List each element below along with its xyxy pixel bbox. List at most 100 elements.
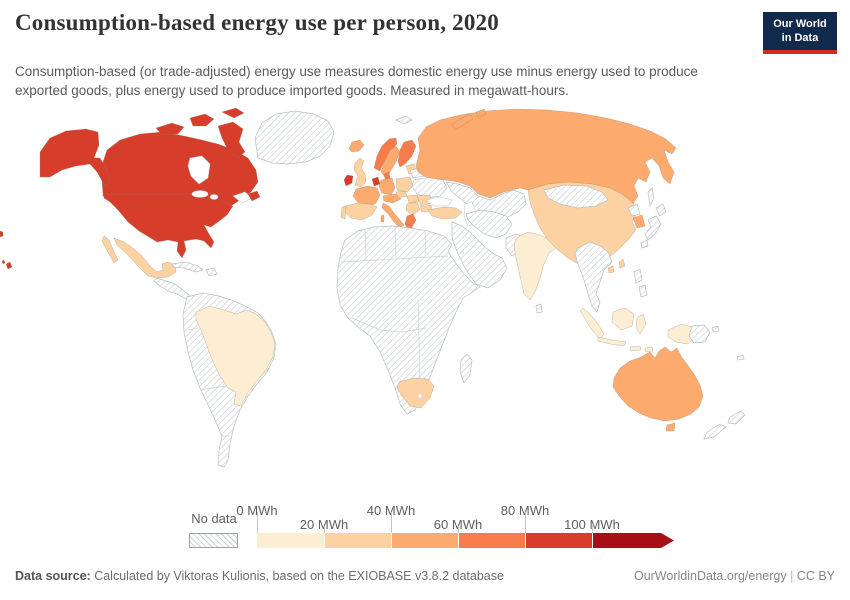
legend-segment [525,533,592,548]
map-region-north-korea[interactable] [627,203,641,217]
map-region-benelux[interactable] [371,176,381,187]
legend-tick-line [592,526,593,533]
map-region-arabian-peninsula[interactable] [451,221,508,289]
map-region-baja[interactable] [101,235,119,264]
map-region-united-kingdom[interactable] [353,157,367,188]
map-region-svalbard[interactable] [395,115,413,125]
map-region-alaska[interactable] [39,128,111,187]
owid-logo[interactable]: Our World in Data [763,12,837,54]
map-region-hispaniola[interactable] [205,267,218,277]
map-region-india[interactable] [513,231,557,301]
world-choropleth-map [0,107,746,468]
map-region-canada-island[interactable] [155,122,185,136]
legend-tick-line [257,512,258,533]
map-region-denmark[interactable] [383,171,391,180]
map-region-hawaii[interactable] [5,261,13,270]
map-region-spain[interactable] [344,202,378,221]
map-region-alpine[interactable] [382,193,402,204]
black-sea [425,196,453,207]
map-region-papua-new-guinea[interactable] [688,324,711,344]
map-region-hainan[interactable] [607,265,615,274]
legend-segment [324,533,391,548]
legend-segment [458,533,525,548]
map-region-balkans[interactable] [405,201,421,216]
map-region-sumatra[interactable] [579,307,605,340]
map-region-novaya-zemlya[interactable] [475,108,487,118]
map-region-sardinia[interactable] [380,214,385,223]
map-region-southeast-asia[interactable] [574,241,613,313]
legend-tick-label: 60 MWh [433,517,483,532]
map-region-poland[interactable] [395,176,414,193]
map-region-hawaii[interactable] [1,259,6,265]
great-lakes [209,194,219,200]
map-region-germany[interactable] [378,177,396,196]
map-region-italy[interactable] [381,202,405,229]
map-region-iceland[interactable] [348,139,365,153]
legend-tick-label: 20 MWh [299,517,349,532]
footer-separator: | [786,569,797,583]
map-region-madagascar[interactable] [459,353,473,384]
map-region-australia[interactable] [612,346,704,422]
great-lakes [191,190,209,198]
map-region-portugal[interactable] [340,205,347,220]
map-region-united-states[interactable] [102,193,234,259]
map-region-iran[interactable] [465,209,513,239]
map-region-new-zealand-north[interactable] [727,410,746,425]
chart-subtitle: Consumption-based (or trade-adjusted) en… [15,63,698,98]
map-region-canada-island[interactable] [189,113,215,127]
map-region-philippines[interactable] [638,284,648,298]
map-region-france[interactable] [352,185,381,208]
map-region-novaya-zemlya[interactable] [451,113,474,131]
legend-segment [592,533,674,548]
map-region-canada-island[interactable] [217,121,246,159]
map-region-finland[interactable] [397,139,417,168]
map-region-russia[interactable] [415,108,677,209]
map-region-java[interactable] [597,336,627,347]
map-region-ireland[interactable] [343,174,354,187]
owid-logo-line2: in Data [781,32,819,45]
map-region-china[interactable] [527,181,639,265]
map-region-brazil[interactable] [195,305,276,407]
map-region-canada-island[interactable] [221,107,245,119]
legend-tick-line [391,512,392,533]
map-region-south-africa[interactable] [396,377,435,409]
map-region-czechia[interactable] [395,190,408,199]
map-region-mongolia[interactable] [543,184,609,209]
map-region-turkey[interactable] [427,206,463,220]
map-region-sri-lanka[interactable] [535,303,543,314]
map-region-lesser-sunda[interactable] [644,346,654,353]
map-region-japan[interactable] [644,215,662,241]
map-region-philippines[interactable] [633,268,643,284]
map-region-pacific-islands[interactable] [736,354,745,361]
map-region-central-america[interactable] [153,277,191,300]
map-region-newfoundland[interactable] [247,190,261,202]
map-region-sakhalin[interactable] [647,187,655,208]
map-region-japan[interactable] [655,203,667,217]
map-region-greenland[interactable] [254,110,335,165]
map-region-cuba[interactable] [171,261,204,273]
map-region-edge-sliver[interactable] [0,230,4,238]
owid-logo-line1: Our World [773,18,827,30]
map-region-south-korea[interactable] [632,214,646,229]
license-label: CC BY [796,569,835,583]
hudson-bay [187,155,211,185]
map-region-norway[interactable] [373,137,398,172]
legend-tick-line [324,526,325,533]
map-region-japan[interactable] [640,239,649,249]
map-region-sulawesi[interactable] [635,313,647,335]
map-region-tasmania[interactable] [665,422,676,432]
legend-segment [391,533,458,548]
map-region-solomsouthwest-pacific[interactable] [711,325,720,333]
border-line [341,226,449,379]
map-region-new-zealand-south[interactable] [703,423,727,440]
map-region-lesser-sunda[interactable] [629,345,642,352]
legend-tick-label: 100 MWh [564,517,620,532]
map-region-mexico[interactable] [113,237,177,279]
map-region-africa-other[interactable] [336,225,481,415]
map-region-borneo[interactable] [611,307,635,331]
border-line [187,327,230,437]
legend-tick-label: 80 MWh [500,503,550,518]
owid-link[interactable]: OurWorldinData.org/energy [633,569,787,583]
map-region-taiwan[interactable] [618,258,626,269]
